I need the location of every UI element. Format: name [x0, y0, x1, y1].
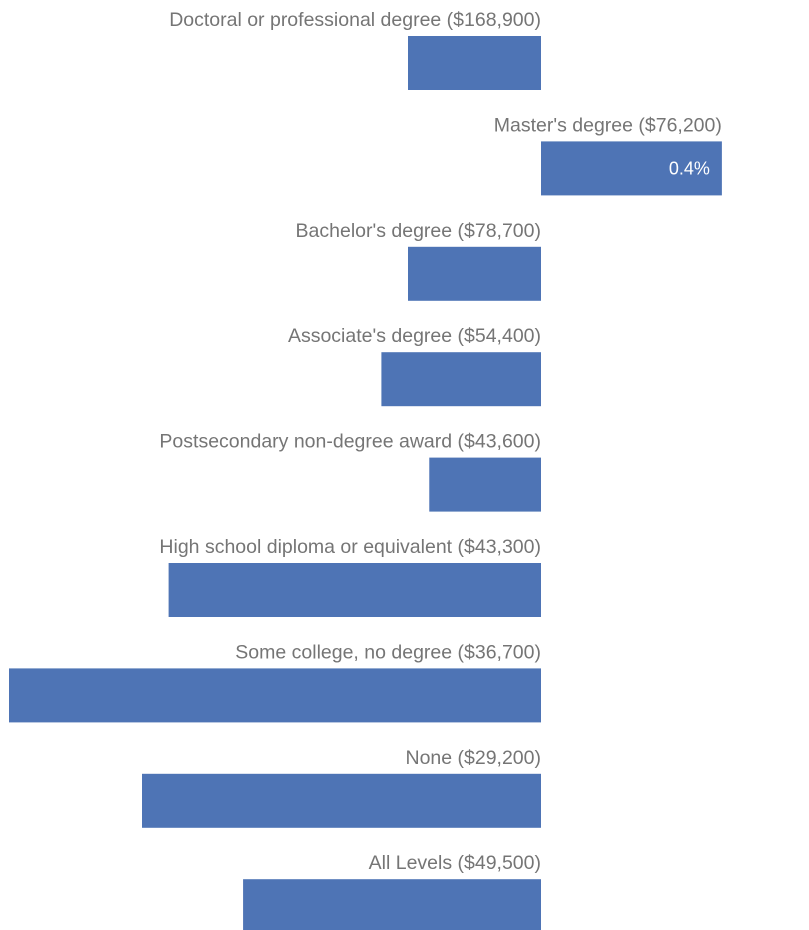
bar-doctoral-or-professional-degree-168-900 [408, 36, 541, 90]
bar-master-s-degree-76-200 [541, 141, 722, 196]
bar-all-levels-49-500 [243, 879, 541, 930]
category-label: Bachelor's degree ($78,700) [296, 220, 541, 242]
category-label: Master's degree ($76,200) [494, 114, 722, 136]
category-label: All Levels ($49,500) [369, 852, 541, 874]
bar-none-29-200 [142, 773, 541, 828]
bar-some-college-no-degree-36-700 [9, 668, 541, 723]
bar-postsecondary-non-degree-award-43-600 [429, 457, 541, 512]
category-label: High school diploma or equivalent ($43,3… [159, 536, 541, 558]
category-label: None ($29,200) [405, 747, 541, 769]
category-label: Doctoral or professional degree ($168,90… [169, 9, 541, 31]
bar-bachelor-s-degree-78-700 [408, 246, 541, 301]
data-label: 0.4% [669, 158, 710, 178]
category-label: Associate's degree ($54,400) [288, 325, 541, 347]
category-label: Postsecondary non-degree award ($43,600) [159, 431, 541, 453]
category-label: Some college, no degree ($36,700) [235, 641, 541, 663]
bar-associate-s-degree-54-400 [381, 352, 541, 407]
bar-high-school-diploma-or-equivalent-43-300 [168, 563, 541, 617]
